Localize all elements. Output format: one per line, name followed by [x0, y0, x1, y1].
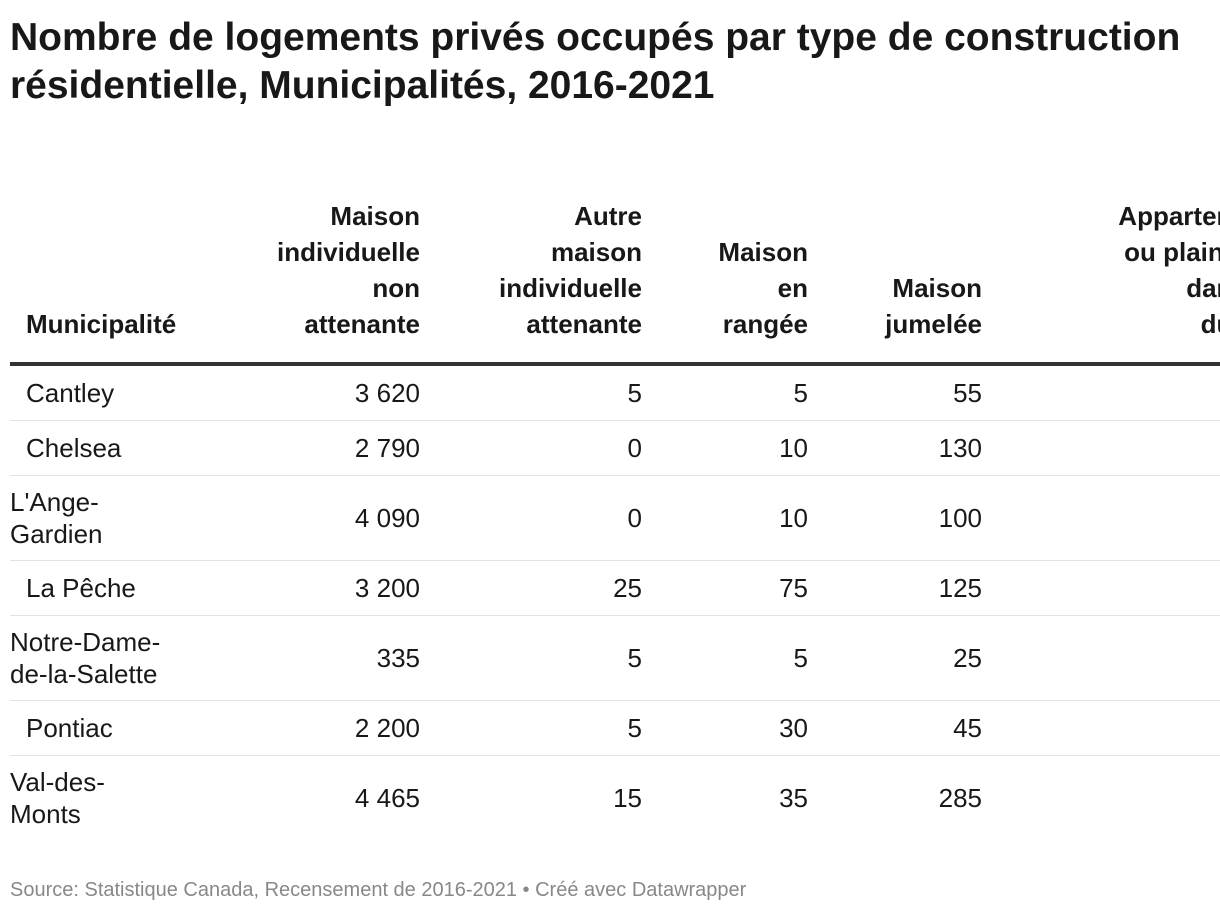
- column-header-2[interactable]: Autre maison individuelle attenante: [420, 198, 642, 366]
- value-cell: 285: [938, 783, 982, 813]
- column-header-line: Maison: [718, 237, 808, 267]
- row-label-line: La Pêche: [26, 573, 136, 603]
- value-cell: 5: [642, 364, 808, 421]
- value-cell: 10: [642, 420, 808, 476]
- column-header-line: Maison: [892, 273, 982, 303]
- value-cell: 2 790: [224, 420, 420, 476]
- value-cell: 6: [982, 420, 1220, 476]
- value-cell: 11: [982, 475, 1220, 561]
- value-cell: 0: [420, 475, 642, 561]
- table-row: Val-des-Monts 4 465 15 35 28531: [10, 756, 1220, 841]
- column-header-line: duple: [1200, 309, 1220, 339]
- row-label-line: Cantley: [26, 378, 115, 408]
- column-header-line: en: [777, 273, 808, 303]
- column-header-line: Autre: [574, 201, 642, 231]
- column-header-0[interactable]: Municipalité: [10, 198, 224, 366]
- row-label-line: Gardien: [10, 519, 103, 549]
- row-label-cell: Notre-Dame-de-la-Salette: [10, 615, 224, 701]
- column-header-line: dans u: [1186, 273, 1220, 303]
- value-cell: 45: [808, 700, 982, 756]
- value-cell: 25: [808, 615, 982, 701]
- column-header-4[interactable]: Maison jumelée: [808, 198, 982, 366]
- row-label-line: L'Ange-: [10, 487, 99, 517]
- value-cell: 130: [808, 420, 982, 476]
- column-header-line: rangée: [722, 309, 808, 339]
- value-cell: 5: [420, 615, 642, 701]
- column-header-line: maison: [550, 237, 642, 267]
- row-label-cell: La Pêche: [10, 560, 224, 616]
- row-label-line: Val-des-: [10, 767, 105, 797]
- column-header-line: attenante: [526, 309, 642, 339]
- table-row: Notre-Dame-de-la-Salette 335 5 5 25: [10, 615, 1220, 701]
- table-row: Chelsea 2 7900101306: [10, 420, 1220, 476]
- column-header-line: individuelle: [498, 273, 642, 303]
- row-label-cell: Val-des- Monts: [10, 756, 224, 841]
- value-cell: 4: [982, 700, 1220, 756]
- column-header-line: Appartemen: [1118, 201, 1220, 231]
- value-cell: 4 090: [224, 475, 420, 561]
- value-cell: 5: [642, 615, 808, 701]
- value-cell: 37: [982, 364, 1220, 421]
- value-cell: 15: [613, 783, 642, 813]
- value-cell: 30: [642, 700, 808, 756]
- column-header-line: Municipalité: [26, 309, 177, 339]
- column-header-line: individuelle: [276, 237, 420, 267]
- value-cell: 5: [420, 700, 642, 756]
- value-cell: 31: [982, 756, 1220, 841]
- value-cell: 35: [779, 783, 808, 813]
- data-table-container: Municipalité Maison individuelle non attenan…: [10, 198, 1220, 840]
- value-cell: 125: [808, 560, 982, 616]
- column-header-line: ou plain-pie: [1124, 237, 1220, 267]
- value-cell: 335: [224, 615, 420, 701]
- table-row: Pontiac 2 200530454: [10, 700, 1220, 756]
- column-header-5[interactable]: Appartemen ou plain-pie dans u duple: [982, 198, 1220, 366]
- value-cell: 2 200: [224, 700, 420, 756]
- value-cell: [982, 615, 1220, 701]
- value-cell: 3 200: [224, 560, 420, 616]
- row-label-line: Pontiac: [26, 713, 113, 743]
- column-header-line: Maison: [330, 201, 420, 231]
- table-header-row: Municipalité Maison individuelle non attenan…: [10, 198, 1220, 366]
- column-header-line: attenante: [304, 309, 420, 339]
- row-label-line: Notre-Dame-: [10, 627, 161, 657]
- table-row: La Pêche 3 200257512510: [10, 560, 1220, 616]
- value-cell: 3 620: [224, 364, 420, 421]
- value-cell: 0: [420, 420, 642, 476]
- value-cell: 100: [808, 475, 982, 561]
- column-header-line: jumelée: [885, 309, 982, 339]
- row-label-line: Chelsea: [26, 433, 122, 463]
- row-label-cell: Cantley: [10, 364, 224, 421]
- value-cell: 10: [642, 475, 808, 561]
- column-header-3[interactable]: Maison en rangée: [642, 198, 808, 366]
- source-note: Source: Statistique Canada, Recensement …: [10, 879, 747, 901]
- column-header-1[interactable]: Maison individuelle non attenante: [224, 198, 420, 366]
- value-cell: 5: [420, 364, 642, 421]
- row-label-line: de-la-Salette: [10, 659, 158, 689]
- data-table: Municipalité Maison individuelle non attenan…: [10, 198, 1220, 840]
- row-label-cell: Pontiac: [10, 700, 224, 756]
- value-cell: 55: [808, 364, 982, 421]
- row-label-cell: L'Ange- Gardien: [10, 475, 224, 561]
- value-cell: 4 465: [354, 783, 420, 813]
- chart-title: Nombre de logements privés occupés par t…: [10, 16, 1181, 107]
- column-header-line: non: [372, 273, 420, 303]
- row-label-line: Monts: [10, 799, 81, 829]
- row-label-cell: Chelsea: [10, 420, 224, 476]
- value-cell: 25: [420, 560, 642, 616]
- value-cell: 10: [982, 560, 1220, 616]
- value-cell: 75: [642, 560, 808, 616]
